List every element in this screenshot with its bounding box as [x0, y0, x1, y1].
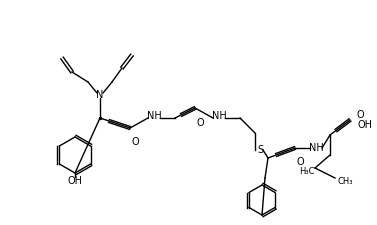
Text: OH: OH — [67, 176, 83, 186]
Text: O: O — [296, 157, 304, 167]
Text: NH: NH — [309, 143, 323, 153]
Text: CH₃: CH₃ — [337, 178, 353, 187]
Text: O: O — [131, 137, 139, 147]
Text: NH: NH — [211, 111, 226, 121]
Text: O: O — [196, 118, 204, 128]
Text: H₃C: H₃C — [299, 167, 315, 176]
Text: O: O — [356, 110, 364, 120]
Text: OH: OH — [357, 120, 372, 130]
Text: N: N — [96, 90, 104, 100]
Text: S: S — [257, 145, 263, 155]
Text: NH: NH — [147, 111, 161, 121]
